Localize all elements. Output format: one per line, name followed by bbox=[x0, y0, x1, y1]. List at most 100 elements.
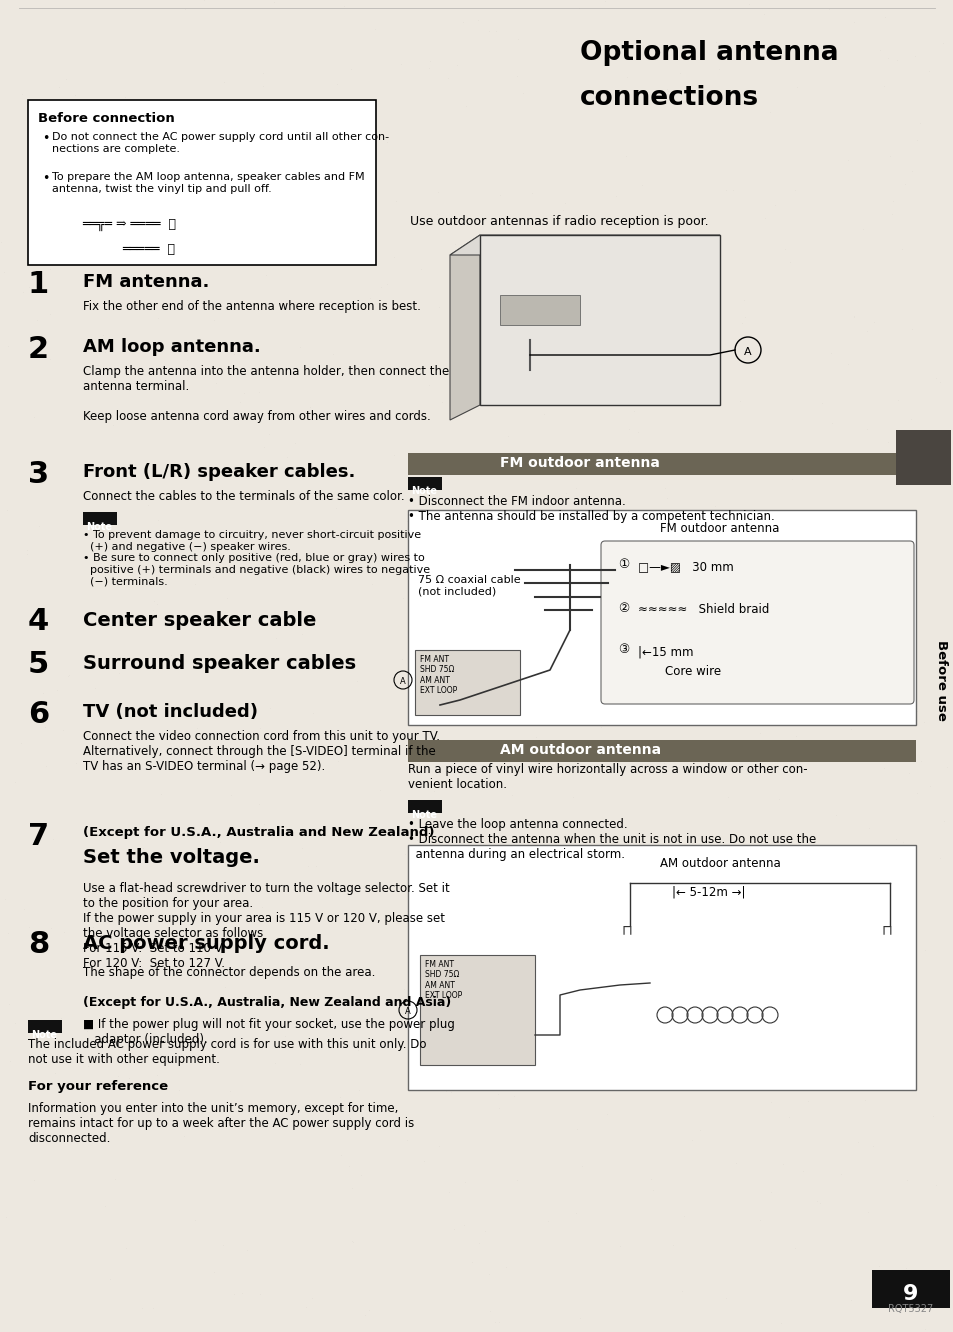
Point bbox=[523, 601, 538, 622]
Point bbox=[691, 513, 706, 534]
Point bbox=[449, 55, 464, 76]
Point bbox=[79, 1020, 94, 1042]
Point bbox=[438, 1080, 454, 1102]
Point bbox=[150, 1064, 165, 1086]
Point bbox=[134, 124, 150, 145]
Text: |← 5-12m →|: |← 5-12m →| bbox=[671, 884, 744, 898]
Point bbox=[630, 314, 645, 336]
Point bbox=[832, 1163, 847, 1184]
Point bbox=[927, 1173, 943, 1195]
Point bbox=[91, 149, 106, 170]
Point bbox=[606, 366, 621, 388]
Text: For your reference: For your reference bbox=[28, 1080, 168, 1094]
Point bbox=[916, 939, 931, 960]
Point bbox=[215, 1235, 231, 1256]
Point bbox=[0, 888, 13, 910]
Text: • Disconnect the FM indoor antenna.
• The antenna should be installed by a compe: • Disconnect the FM indoor antenna. • Th… bbox=[408, 496, 774, 523]
Point bbox=[497, 1256, 513, 1277]
Point bbox=[37, 717, 52, 738]
Point bbox=[699, 709, 714, 730]
Point bbox=[809, 1191, 824, 1212]
Point bbox=[367, 19, 382, 40]
Point bbox=[801, 713, 816, 734]
Point bbox=[800, 1091, 815, 1112]
Text: • To prevent damage to circuitry, never short-circuit positive
  (+) and negativ: • To prevent damage to circuitry, never … bbox=[83, 530, 430, 586]
Point bbox=[308, 855, 323, 876]
Point bbox=[659, 488, 674, 509]
Point bbox=[555, 200, 570, 221]
Point bbox=[846, 305, 862, 326]
Point bbox=[840, 353, 855, 374]
Point bbox=[447, 233, 462, 254]
Text: ■ If the power plug will not fit your socket, use the power plug
   adaptor (inc: ■ If the power plug will not fit your so… bbox=[83, 1018, 455, 1046]
Point bbox=[395, 587, 410, 609]
Point bbox=[26, 406, 41, 428]
Point bbox=[287, 432, 302, 453]
Point bbox=[927, 368, 943, 389]
Point bbox=[593, 717, 608, 738]
Text: 75 Ω coaxial cable
(not included): 75 Ω coaxial cable (not included) bbox=[417, 575, 520, 597]
Point bbox=[491, 1098, 506, 1119]
Point bbox=[153, 537, 169, 558]
Point bbox=[645, 1180, 660, 1201]
Point bbox=[373, 277, 388, 298]
Point bbox=[643, 1168, 659, 1189]
Point bbox=[273, 725, 288, 746]
Point bbox=[671, 1027, 686, 1048]
Point bbox=[824, 413, 840, 434]
Point bbox=[859, 320, 874, 341]
Point bbox=[471, 1232, 486, 1253]
Point bbox=[568, 477, 583, 498]
Point bbox=[767, 194, 782, 216]
Point bbox=[718, 180, 733, 201]
Point bbox=[863, 611, 879, 633]
Point bbox=[599, 1004, 615, 1026]
Text: □—►▨   30 mm: □—►▨ 30 mm bbox=[638, 559, 733, 573]
Text: ≈≈≈≈≈   Shield braid: ≈≈≈≈≈ Shield braid bbox=[638, 603, 768, 615]
Point bbox=[56, 922, 71, 943]
Text: The shape of the connector depends on the area.: The shape of the connector depends on th… bbox=[83, 966, 375, 979]
Point bbox=[762, 903, 778, 924]
Point bbox=[287, 205, 302, 226]
Point bbox=[618, 910, 633, 931]
FancyBboxPatch shape bbox=[600, 541, 913, 705]
Text: ②: ② bbox=[618, 602, 629, 615]
Point bbox=[43, 918, 58, 939]
Point bbox=[440, 67, 456, 88]
Point bbox=[569, 1119, 584, 1140]
Point bbox=[620, 441, 636, 462]
Point bbox=[821, 0, 836, 20]
Point bbox=[15, 281, 30, 302]
Point bbox=[336, 569, 352, 590]
Point bbox=[491, 1311, 506, 1332]
Point bbox=[388, 190, 403, 212]
Point bbox=[333, 1087, 348, 1108]
Point bbox=[500, 426, 516, 448]
Text: ═════  ✗: ═════ ✗ bbox=[122, 242, 174, 256]
Point bbox=[306, 147, 321, 168]
Point bbox=[121, 750, 136, 771]
Point bbox=[902, 971, 918, 992]
Point bbox=[635, 979, 650, 1000]
Point bbox=[349, 670, 364, 691]
Point bbox=[688, 690, 703, 711]
Point bbox=[843, 525, 859, 546]
Point bbox=[256, 437, 272, 458]
Point bbox=[659, 80, 675, 101]
Point bbox=[206, 566, 221, 587]
Point bbox=[720, 786, 735, 807]
Point bbox=[908, 129, 923, 151]
Point bbox=[268, 627, 283, 649]
Text: ⊓: ⊓ bbox=[882, 923, 892, 936]
Point bbox=[97, 1195, 112, 1216]
Point bbox=[386, 246, 401, 268]
Point bbox=[416, 1151, 432, 1172]
Point bbox=[786, 1237, 801, 1259]
Point bbox=[446, 1217, 461, 1239]
Point bbox=[231, 545, 246, 566]
Point bbox=[702, 352, 718, 373]
Point bbox=[761, 101, 777, 123]
Point bbox=[16, 898, 31, 919]
Point bbox=[14, 84, 30, 105]
Point bbox=[506, 1059, 521, 1080]
